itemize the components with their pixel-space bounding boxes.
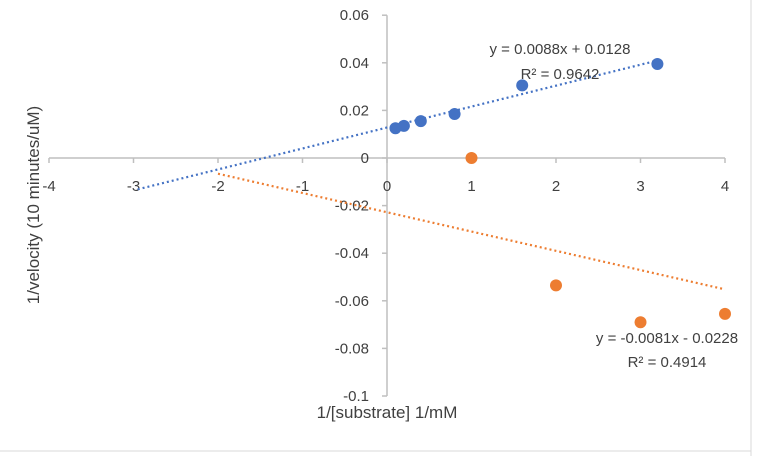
- x-tick-label: -4: [42, 178, 55, 195]
- series-2-point: [719, 307, 731, 320]
- x-tick-label: 4: [721, 178, 729, 195]
- series-1-equation: y = 0.0088x + 0.0128: [490, 41, 631, 58]
- y-tick-label: 0.02: [340, 102, 369, 119]
- x-axis-title: 1/[substrate] 1/mM: [317, 403, 458, 422]
- series-2-point: [465, 152, 478, 164]
- series-2-point: [550, 279, 562, 292]
- trendlines: [137, 59, 726, 291]
- chart-frame: [0, 0, 752, 456]
- x-tick-label: 2: [552, 178, 560, 195]
- series-1-point: [651, 57, 664, 70]
- x-tick-label: 3: [636, 178, 644, 195]
- series-1-point: [397, 119, 410, 132]
- y-tick-label: -0.04: [335, 245, 369, 262]
- series-2-trendline: [217, 172, 726, 291]
- series-2-point: [634, 316, 647, 329]
- series-1-point: [448, 107, 461, 120]
- y-tick-label: -0.08: [335, 340, 369, 357]
- x-tick-label: -3: [127, 178, 140, 195]
- y-tick-label: -0.02: [335, 198, 369, 215]
- x-tick-label: 0: [383, 178, 391, 195]
- y-axis-title: 1/velocity (10 minutes/uM): [24, 106, 43, 304]
- y-tick-label: 0: [361, 150, 369, 167]
- chart-labels: y = 0.0088x + 0.0128 R² = 0.9642 y = -0.…: [24, 41, 738, 422]
- series-1-r-squared: R² = 0.9642: [521, 66, 600, 83]
- x-tick-label: 1: [467, 178, 475, 195]
- series-2-r-squared: R² = 0.4914: [628, 354, 707, 371]
- series-2-equation: y = -0.0081x - 0.0228: [596, 330, 738, 347]
- series-1-trendline: [137, 59, 658, 191]
- y-tick-label: -0.06: [335, 293, 369, 310]
- x-tick-label: -2: [211, 178, 224, 195]
- series-1-point: [414, 115, 427, 128]
- series-1-point: [516, 79, 529, 92]
- y-tick-label: 0.04: [340, 55, 369, 72]
- y-tick-label: 0.06: [340, 7, 369, 24]
- axes: -4 -3 -2 -1 0 1 2 3 4 -0.1 -0.08 -0.06 -0.04 -0.02 0 0.…: [42, 7, 729, 405]
- y-tick-label: -0.1: [343, 388, 369, 405]
- data-points: [389, 57, 731, 329]
- x-tick-label: -1: [296, 178, 309, 195]
